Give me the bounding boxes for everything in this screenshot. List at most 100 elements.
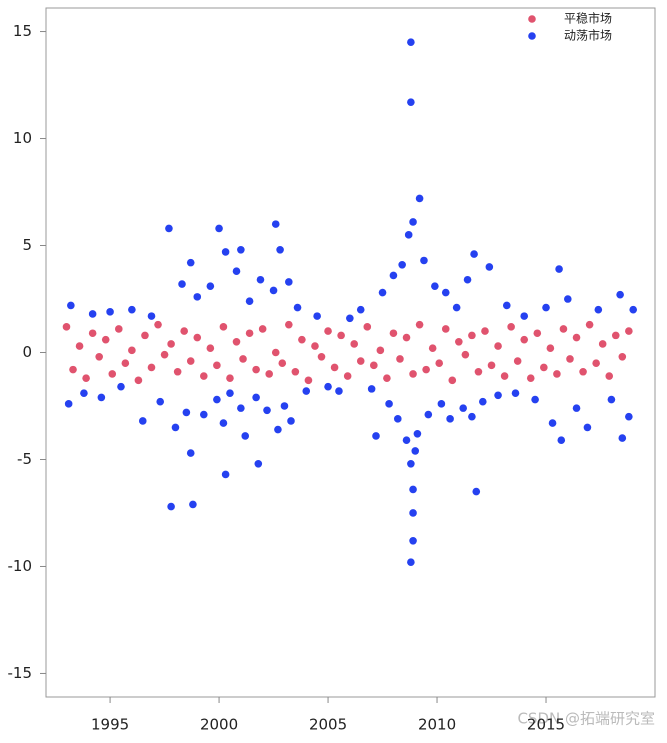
point (128, 305, 136, 314)
y-tick-label: 15 (13, 22, 32, 40)
point (213, 361, 221, 370)
point (69, 365, 77, 374)
point (64, 400, 73, 408)
point (285, 278, 293, 286)
point (219, 419, 228, 427)
point (383, 374, 391, 382)
point (219, 323, 228, 331)
y-tick-label: 10 (13, 129, 32, 147)
plot-frame (45, 7, 656, 698)
point (557, 436, 566, 445)
x-tick-label: 2005 (309, 716, 347, 734)
point (513, 357, 522, 365)
point (258, 325, 267, 333)
point (363, 323, 372, 331)
point (82, 374, 90, 382)
point (611, 331, 620, 340)
y-tick-label: 0 (22, 343, 32, 361)
point (88, 329, 97, 338)
point (293, 303, 302, 312)
point (67, 301, 75, 310)
y-tick-label: -5 (17, 450, 32, 468)
point (407, 459, 415, 468)
point (441, 325, 450, 333)
point (287, 417, 295, 425)
legend-label: 动荡市场 (564, 28, 612, 43)
point (520, 335, 529, 344)
point (385, 400, 393, 408)
point (367, 385, 376, 393)
point (572, 404, 581, 412)
point (141, 331, 149, 340)
point (226, 389, 234, 397)
point (95, 352, 103, 361)
point (487, 361, 496, 370)
point (616, 290, 624, 299)
point (407, 98, 415, 106)
point (215, 224, 223, 233)
point (415, 320, 424, 329)
point (200, 372, 208, 380)
point (280, 402, 289, 410)
point (607, 395, 616, 404)
x-tick-label: 2015 (527, 716, 565, 734)
y-tick-label: -15 (8, 664, 33, 682)
point (154, 320, 162, 329)
point (206, 344, 215, 353)
point (108, 370, 117, 378)
point (317, 352, 326, 361)
x-tick-label: 1995 (91, 716, 129, 734)
point (128, 346, 136, 355)
point (165, 224, 173, 233)
point (263, 406, 271, 415)
point (62, 323, 71, 331)
point (398, 260, 406, 269)
point (167, 340, 175, 348)
point (411, 447, 420, 455)
point (245, 297, 254, 305)
point (343, 372, 352, 380)
point (625, 327, 633, 335)
point (254, 459, 263, 468)
point (241, 432, 250, 440)
point (226, 374, 234, 382)
point (494, 391, 502, 400)
point (160, 350, 169, 359)
point (594, 305, 603, 314)
point (186, 258, 195, 267)
point (346, 314, 354, 323)
y-tick-label: -10 (8, 557, 33, 575)
point (470, 250, 478, 258)
point (356, 305, 365, 314)
point (463, 275, 472, 284)
point (271, 348, 280, 357)
point (376, 346, 385, 355)
point (101, 335, 110, 344)
point (186, 449, 195, 457)
point (252, 393, 260, 402)
point (559, 325, 568, 333)
point (269, 286, 278, 295)
point (115, 325, 123, 333)
point (485, 263, 494, 271)
point (548, 419, 557, 427)
point (252, 365, 260, 374)
point (106, 308, 114, 316)
point (200, 410, 208, 419)
point (393, 415, 402, 423)
point (232, 338, 241, 346)
point (237, 245, 245, 254)
point (507, 323, 515, 331)
point (337, 331, 345, 340)
legend-marker (528, 32, 536, 40)
point (298, 335, 306, 344)
point (402, 333, 411, 342)
point (424, 410, 433, 419)
point (396, 355, 404, 363)
point (370, 361, 378, 370)
point (276, 245, 284, 254)
point (389, 329, 398, 338)
point (422, 365, 430, 374)
point (193, 333, 202, 342)
